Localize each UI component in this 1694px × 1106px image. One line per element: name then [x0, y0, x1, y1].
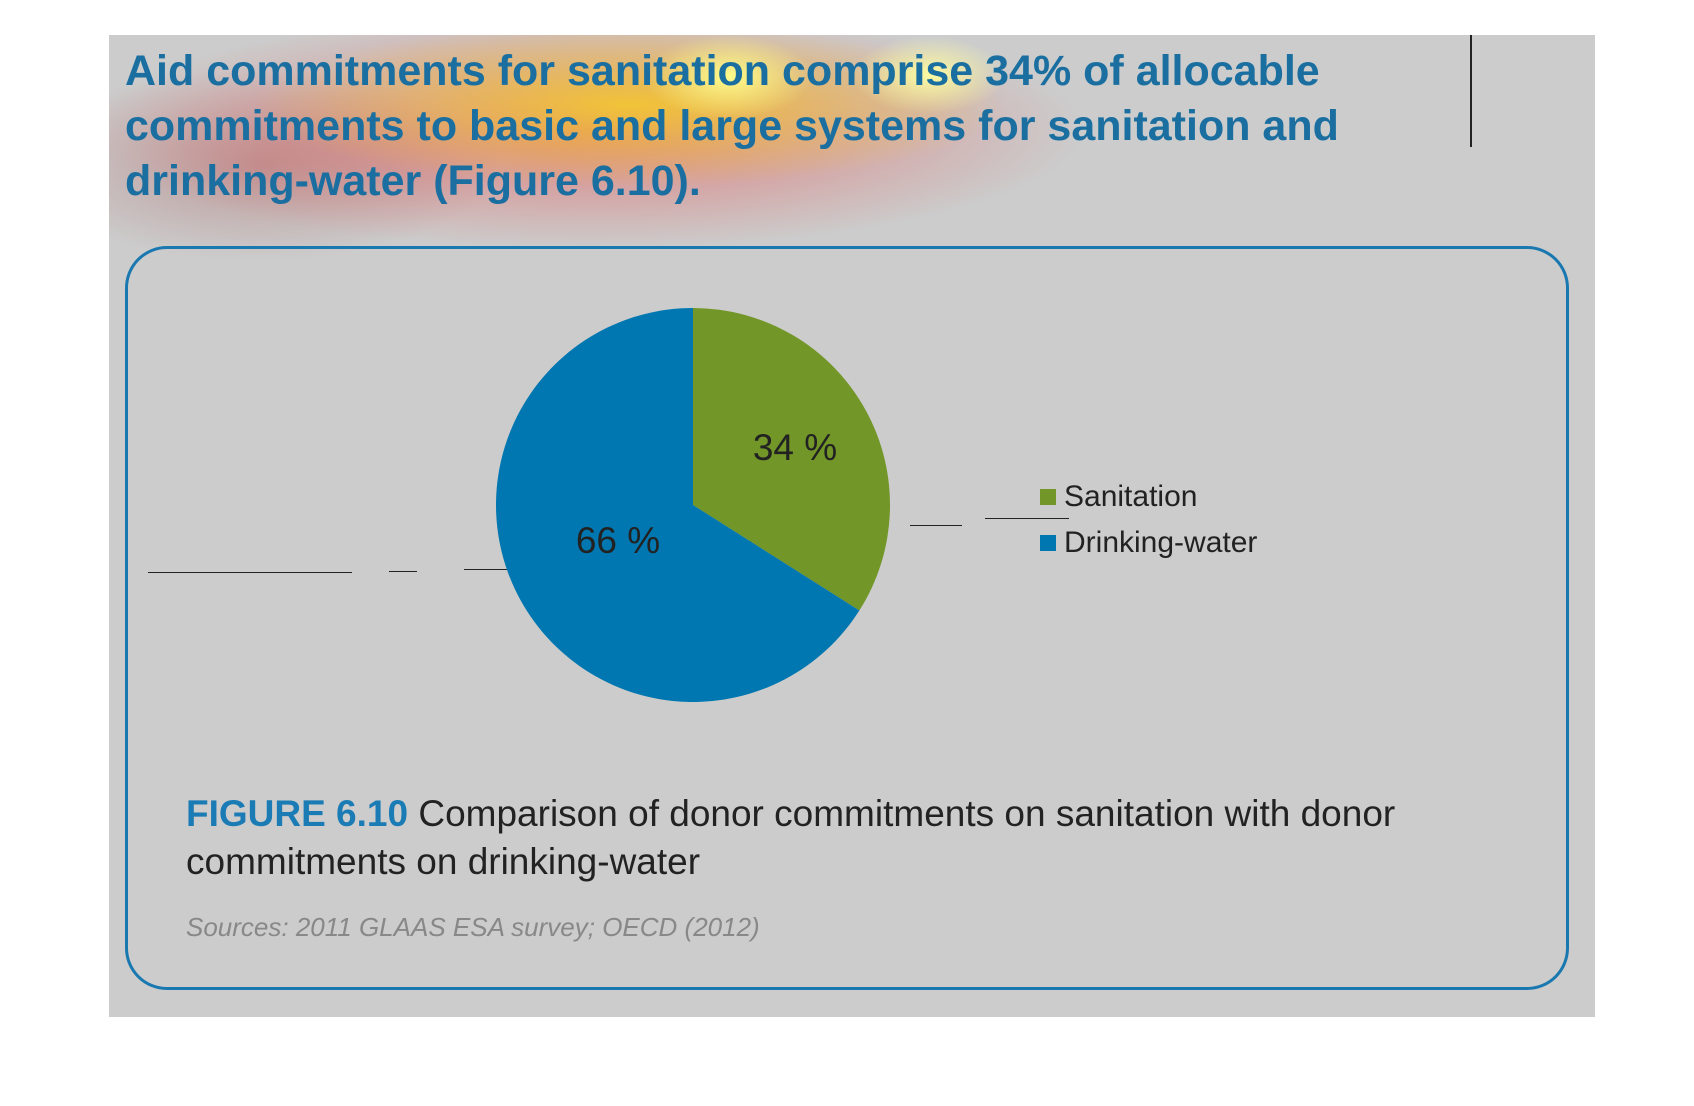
stray-line	[148, 572, 352, 573]
figure-caption: FIGURE 6.10 Comparison of donor commitme…	[186, 790, 1506, 886]
chart-legend: Sanitation Drinking-water	[1040, 474, 1257, 566]
pie-slice-drinking-water	[495, 308, 860, 703]
stray-line	[985, 518, 1069, 519]
stray-line	[910, 525, 962, 526]
pie-label-sanitation: 34 %	[753, 427, 837, 468]
figure-caption-text: Comparison of donor commitments on sanit…	[186, 793, 1396, 882]
legend-swatch	[1040, 489, 1056, 505]
legend-item: Drinking-water	[1040, 520, 1257, 566]
pie-slice-sanitation	[693, 308, 890, 611]
pie-labels: 34 % 66 %	[576, 427, 837, 561]
headline-text: Aid commitments for sanitation comprise …	[125, 47, 1339, 205]
pie-label-drinking-water: 66 %	[576, 520, 660, 561]
legend-label: Drinking-water	[1064, 526, 1258, 559]
figure-caption-label: FIGURE 6.10	[186, 793, 409, 834]
stray-line	[389, 571, 417, 572]
figure-frame	[125, 246, 1569, 990]
legend-label: Sanitation	[1064, 480, 1198, 513]
pie-slices	[495, 308, 890, 703]
legend-item: Sanitation	[1040, 474, 1257, 520]
vertical-rule	[1470, 35, 1472, 147]
figure-source: Sources: 2011 GLAAS ESA survey; OECD (20…	[186, 912, 760, 942]
legend-swatch	[1040, 535, 1056, 551]
